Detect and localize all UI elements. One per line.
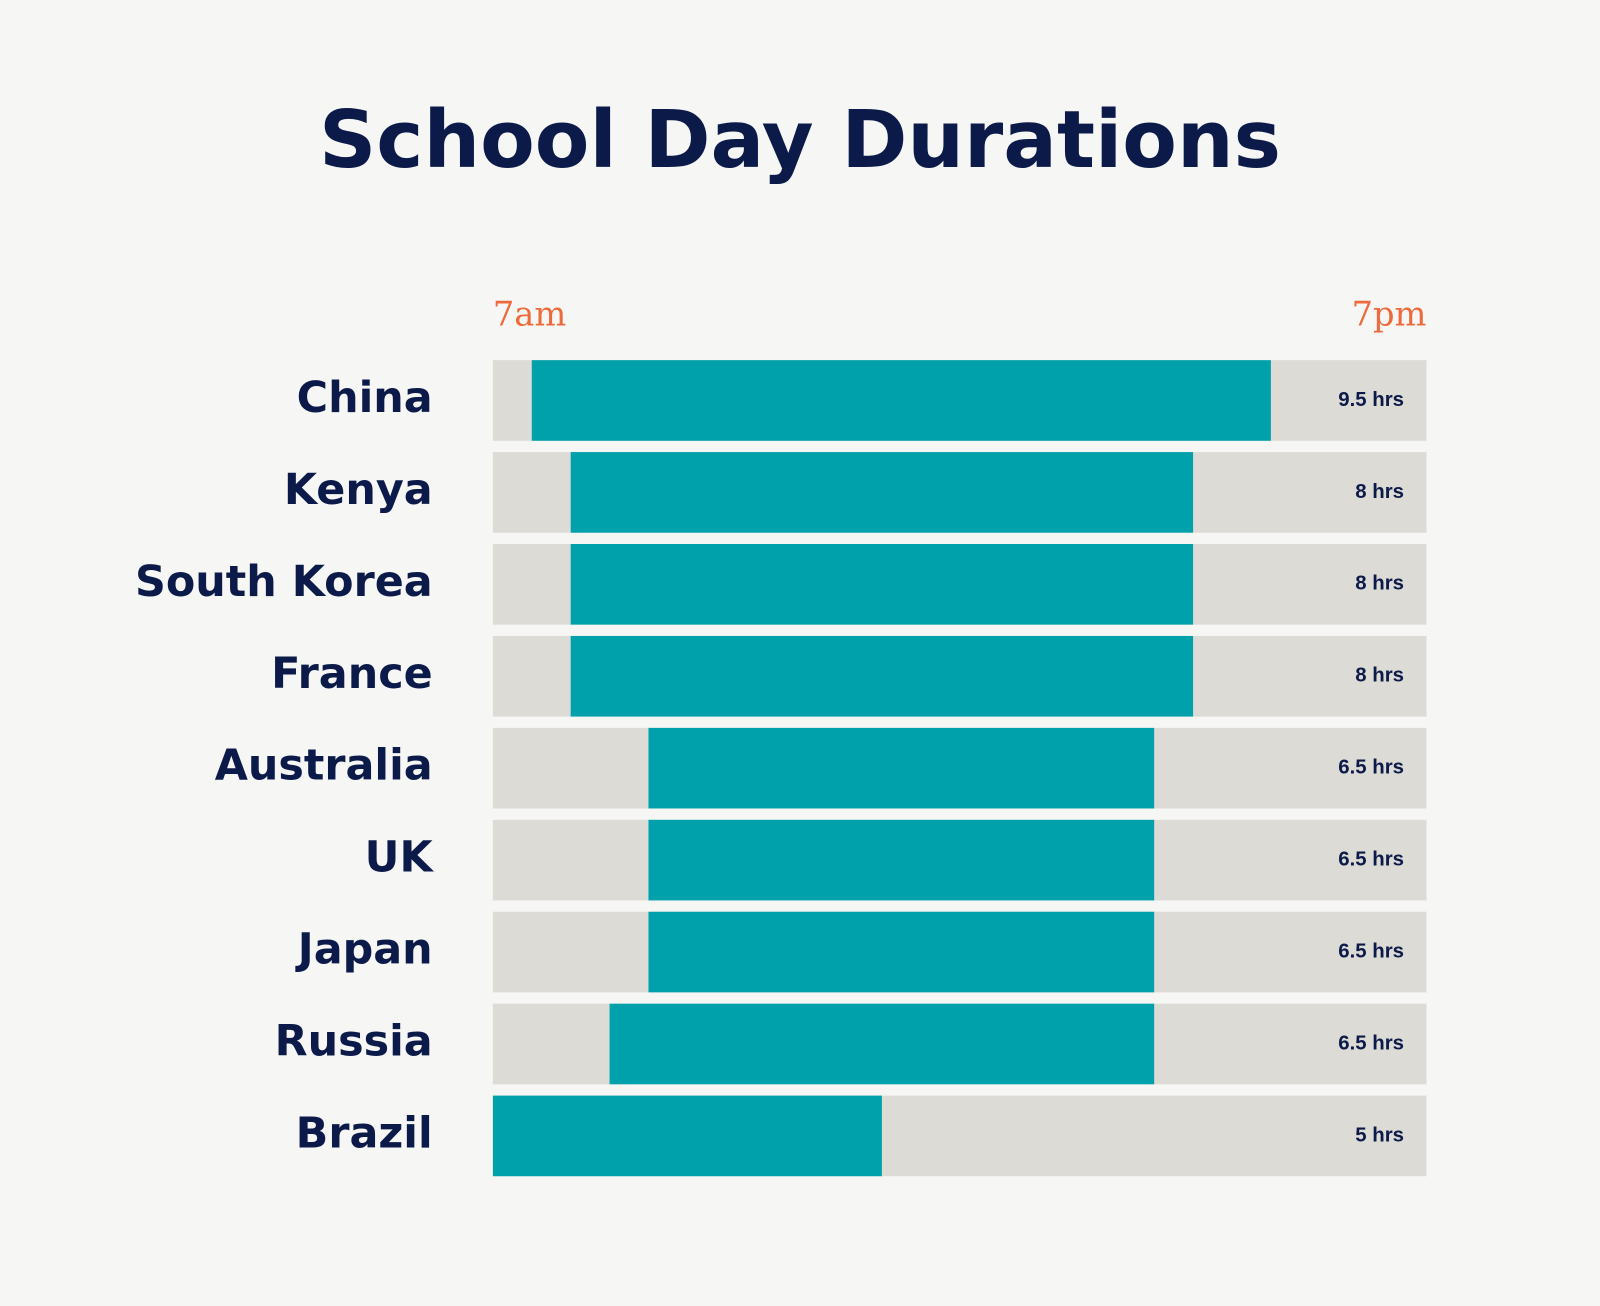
bar: [648, 819, 1155, 901]
duration-label: 6.5 hrs: [1338, 940, 1404, 962]
category-label: Japan: [295, 925, 433, 975]
x-tick-label: 7am: [493, 294, 566, 333]
chart-title: School Day Durations: [319, 93, 1281, 186]
bar: [609, 1003, 1155, 1085]
category-label: Brazil: [296, 1108, 433, 1158]
x-tick-label: 7pm: [1352, 294, 1427, 333]
duration-label: 6.5 hrs: [1338, 757, 1404, 779]
category-label: South Korea: [135, 557, 433, 607]
duration-label: 5 hrs: [1355, 1124, 1404, 1146]
bar: [492, 1095, 882, 1177]
bar: [570, 452, 1194, 533]
category-label: China: [297, 373, 433, 423]
duration-label: 9.5 hrs: [1338, 389, 1404, 411]
bar: [570, 544, 1194, 625]
category-label: France: [271, 649, 433, 699]
duration-label: 8 hrs: [1355, 665, 1404, 687]
bar: [570, 635, 1194, 717]
bar: [648, 911, 1155, 993]
bar: [531, 360, 1271, 441]
category-label: Russia: [275, 1016, 433, 1066]
bar: [648, 727, 1155, 809]
duration-label: 6.5 hrs: [1338, 1032, 1404, 1054]
duration-label: 6.5 hrs: [1338, 849, 1404, 871]
category-label: Australia: [215, 741, 433, 791]
category-label: UK: [365, 833, 435, 883]
category-label: Kenya: [284, 465, 433, 515]
duration-label: 8 hrs: [1355, 573, 1404, 595]
duration-label: 8 hrs: [1355, 481, 1404, 503]
